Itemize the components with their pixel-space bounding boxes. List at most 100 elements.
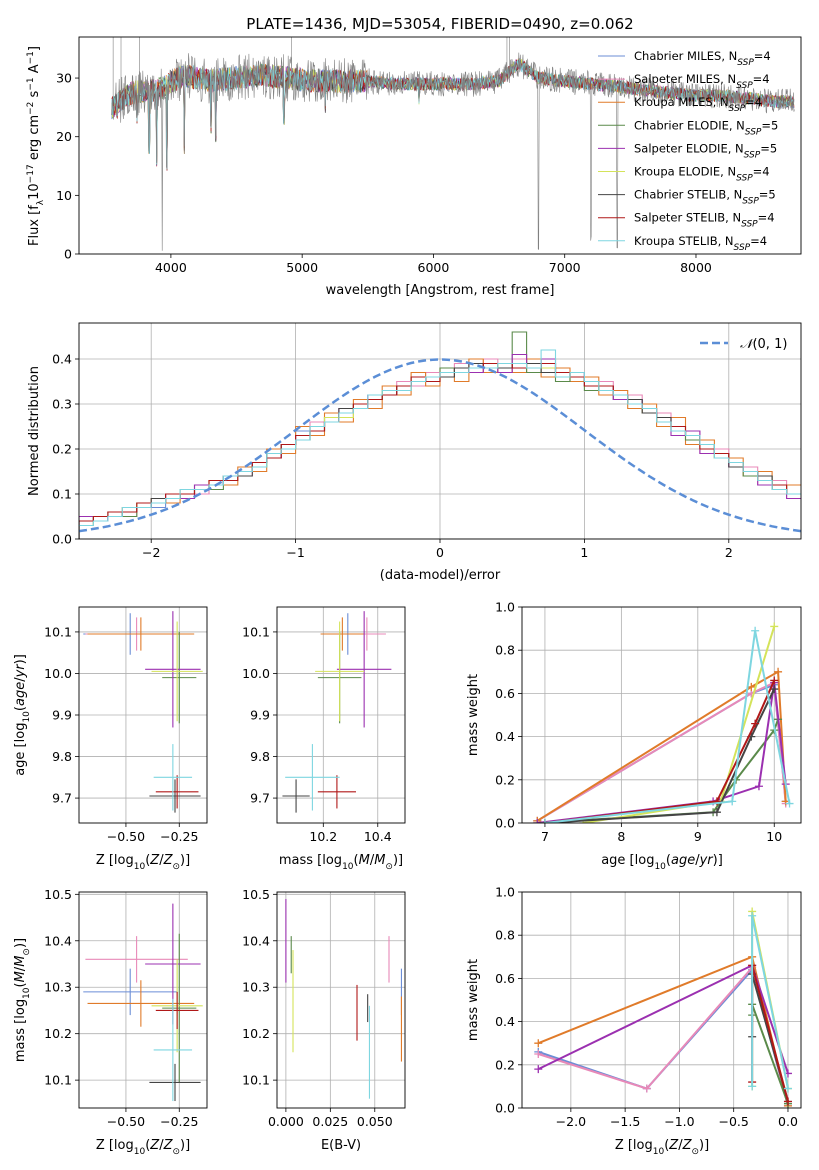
legend: 𝒩(0, 1): [700, 337, 787, 352]
plot-area: [79, 892, 207, 1108]
x-tick-label: 2: [725, 545, 733, 560]
y-tick-label: 0.8: [495, 928, 515, 943]
axes-frame: [276, 891, 406, 1109]
weight-marker: [783, 1097, 792, 1106]
y-tick-label: 10.1: [242, 624, 270, 639]
weight-marker: [770, 622, 779, 631]
legend-label: Chabrier MILES, NSSP=4: [634, 49, 771, 68]
y-tick-label: 0.0: [52, 532, 72, 547]
x-tick-label: −1.5: [610, 1114, 640, 1129]
point-chabrier-stelib: [149, 1063, 201, 1102]
panel-z-vs-mass: −0.50 −0.25 10.1 10.2 10.3 10.4 10.5 Z [log10(Z…: [13, 887, 208, 1157]
point-kroupa-elodie: [315, 621, 365, 722]
y-tick-label: 20: [56, 129, 72, 144]
axes-frame: [78, 606, 208, 824]
weight-marker: [770, 685, 779, 694]
x-tick-label: −2.0: [556, 1114, 586, 1129]
legend-label: Kroupa MILES, NSSP=4: [634, 95, 762, 114]
y-tick-label: 10.1: [44, 624, 72, 639]
chart-title: PLATE=1436, MJD=53054, FIBERID=0490, z=0…: [246, 15, 633, 33]
legend-label: Chabrier ELODIE, NSSP=5: [634, 118, 778, 137]
plot-area: [522, 892, 801, 1108]
x-tick-label: −2: [142, 545, 160, 560]
point-salpeter-miles: [85, 936, 188, 983]
y-axis-label: mass weight: [466, 674, 481, 756]
weight-line-9: [544, 630, 791, 823]
legend-label: Kroupa ELODIE, NSSP=4: [634, 165, 770, 184]
weight-marker: [728, 797, 737, 806]
weight-line-2: [536, 681, 787, 822]
x-tick-label: 8000: [680, 260, 712, 275]
point-chabrier-stelib: [149, 779, 201, 813]
x-axis-label: age [log10(age/yr)]: [601, 853, 723, 872]
weight-marker: [534, 1050, 543, 1058]
x-tick-label: 0: [436, 545, 444, 560]
y-tick-label: 0.0: [495, 816, 515, 831]
x-tick-label: −1.0: [664, 1114, 694, 1129]
y-axis-label: mass weight: [466, 959, 481, 1041]
point-kroupa-stelib: [153, 744, 193, 811]
weight-marker: [751, 626, 760, 635]
plot-area: [79, 323, 801, 539]
plot-area: [522, 607, 801, 823]
point-salpeter-stelib: [155, 991, 199, 1030]
weight-marker: [774, 667, 783, 676]
y-tick-label: 10.0: [242, 666, 270, 681]
y-tick-label: 0.2: [52, 442, 72, 457]
y-tick-label: 30: [56, 71, 72, 86]
x-axis-label: (data-model)/error: [380, 568, 501, 583]
legend-label: Chabrier STELIB, NSSP=5: [634, 188, 776, 207]
x-axis-label: wavelength [Angstrom, rest frame]: [326, 283, 555, 298]
point-kroupa-stelib: [153, 998, 193, 1102]
x-tick-label: −0.5: [719, 1114, 749, 1129]
weight-line-8: [751, 965, 789, 1102]
weight-marker: [748, 911, 757, 920]
y-tick-label: 0.2: [495, 1057, 515, 1072]
y-tick-label: 9.9: [52, 708, 72, 723]
y-axis-label: Flux [fλ10−17 erg cm−2 s−1 A−1]: [26, 46, 46, 246]
x-tick-label: 6000: [418, 260, 450, 275]
axes-frame: [276, 606, 406, 824]
y-tick-label: 0.1: [52, 487, 72, 502]
x-tick-label: −0.25: [160, 1114, 198, 1129]
weight-marker: [748, 1082, 757, 1091]
point-kroupa-elodie: [151, 621, 203, 722]
x-tick-label: 7: [541, 829, 549, 844]
y-tick-label: 1.0: [495, 885, 515, 900]
weight-marker: [642, 1084, 651, 1093]
weight-line-5: [537, 964, 789, 1074]
x-tick-label: 10.4: [364, 829, 392, 844]
point-kroupa-miles: [320, 617, 365, 651]
x-tick-label: −0.25: [160, 829, 198, 844]
weight-line-7: [544, 688, 776, 823]
point-kroupa-stelib: [285, 744, 340, 811]
legend-label: 𝒩(0, 1): [740, 337, 787, 352]
gaussian-curve: [79, 358, 801, 533]
axes-frame: [521, 891, 802, 1109]
y-tick-label: 0.3: [52, 397, 72, 412]
legend-label: Salpeter STELIB, NSSP=4: [634, 211, 775, 230]
y-tick-label: 10.5: [44, 887, 72, 902]
axes-frame: [78, 891, 208, 1109]
weight-line-9: [751, 915, 789, 1089]
weight-line-1: [536, 683, 787, 822]
weight-marker: [747, 682, 756, 691]
x-tick-label: 10.2: [309, 829, 337, 844]
x-tick-label: 0.0: [778, 1114, 798, 1129]
weight-marker: [533, 819, 542, 823]
x-axis-label: Z [log10(Z/Z⊙)]: [615, 1138, 709, 1157]
plot-area: [277, 892, 405, 1108]
y-tick-label: 10.3: [242, 980, 270, 995]
y-axis-label: mass [log10(M/M⊙)]: [13, 938, 32, 1062]
weight-marker: [534, 1065, 543, 1074]
y-tick-label: 0.0: [495, 1101, 515, 1116]
weight-marker: [540, 819, 549, 823]
y-tick-label: 0.8: [495, 643, 515, 658]
legend-label: Kroupa STELIB, NSSP=4: [634, 234, 767, 253]
point-chabrier-elodie: [162, 631, 197, 724]
y-tick-label: 10.2: [242, 1026, 270, 1041]
y-tick-label: 9.9: [250, 708, 270, 723]
weight-line-6: [583, 626, 776, 823]
y-tick-label: 0.4: [52, 352, 72, 367]
x-tick-label: 9: [694, 829, 702, 844]
